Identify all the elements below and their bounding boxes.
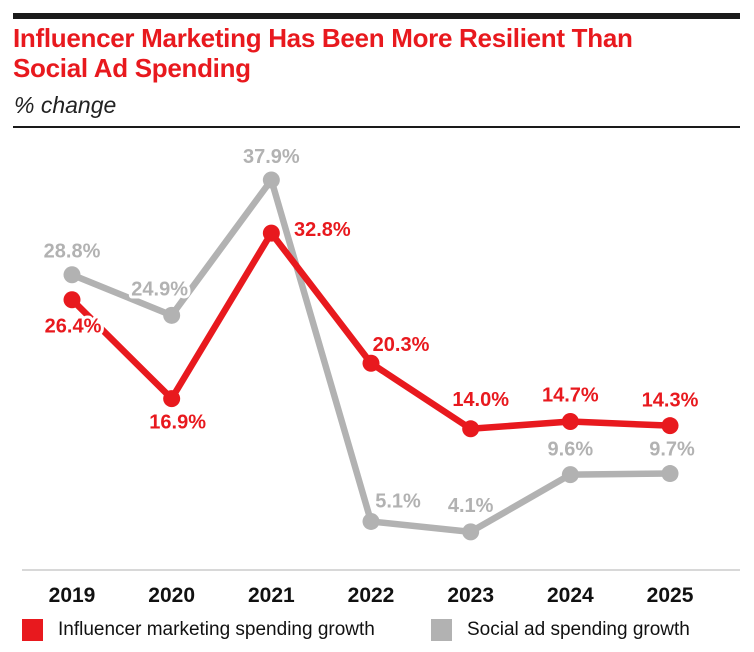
- data-label: 14.0%: [452, 389, 509, 411]
- data-point: [163, 390, 181, 408]
- data-point: [661, 417, 679, 435]
- data-point: [262, 224, 280, 242]
- year-label-2020: 2020: [148, 584, 196, 607]
- year-label-2022: 2022: [347, 584, 395, 607]
- page-title: Influencer Marketing Has Been More Resil…: [13, 23, 633, 83]
- page-title-line1: Influencer Marketing Has Been More Resil…: [13, 23, 633, 53]
- header-divider: [13, 126, 740, 128]
- page-title-line2: Social Ad Spending: [13, 53, 251, 83]
- data-label: 9.7%: [649, 439, 695, 461]
- data-point: [362, 512, 380, 530]
- year-label-2023: 2023: [447, 584, 495, 607]
- data-label: 24.9%: [131, 278, 188, 300]
- legend-item-social: Social ad spending growth: [431, 619, 690, 641]
- data-label: 9.6%: [548, 439, 594, 461]
- data-label: 20.3%: [373, 334, 430, 356]
- year-label-2025: 2025: [646, 584, 694, 607]
- data-point: [462, 420, 480, 438]
- legend-item-influencer: Influencer marketing spending growth: [22, 619, 375, 641]
- legend-label-influencer: Influencer marketing spending growth: [58, 619, 375, 640]
- chart-subtitle: % change: [14, 92, 117, 118]
- legend-swatch-influencer: [22, 619, 43, 641]
- data-point: [661, 465, 679, 483]
- data-label: 4.1%: [448, 495, 494, 517]
- data-point: [262, 171, 280, 189]
- data-point: [561, 466, 579, 484]
- top-accent-bar: [13, 13, 740, 19]
- data-point: [63, 291, 81, 309]
- data-label: 26.4%: [45, 316, 102, 338]
- legend-label-social: Social ad spending growth: [467, 619, 690, 640]
- data-label: 28.8%: [44, 241, 101, 263]
- data-label: 32.8%: [294, 219, 351, 241]
- year-label-2024: 2024: [546, 584, 594, 607]
- data-point: [561, 413, 579, 431]
- data-label: 14.3%: [642, 390, 699, 412]
- data-label: 14.7%: [542, 385, 599, 407]
- year-label-2019: 2019: [48, 584, 96, 607]
- data-label: 5.1%: [375, 490, 421, 512]
- legend-swatch-social: [431, 619, 452, 641]
- year-label-2021: 2021: [247, 584, 295, 607]
- data-label: 37.9%: [243, 146, 300, 168]
- data-point: [63, 266, 81, 284]
- data-point: [163, 306, 181, 324]
- data-point: [362, 354, 380, 372]
- data-point: [462, 523, 480, 541]
- data-label: 16.9%: [149, 412, 206, 434]
